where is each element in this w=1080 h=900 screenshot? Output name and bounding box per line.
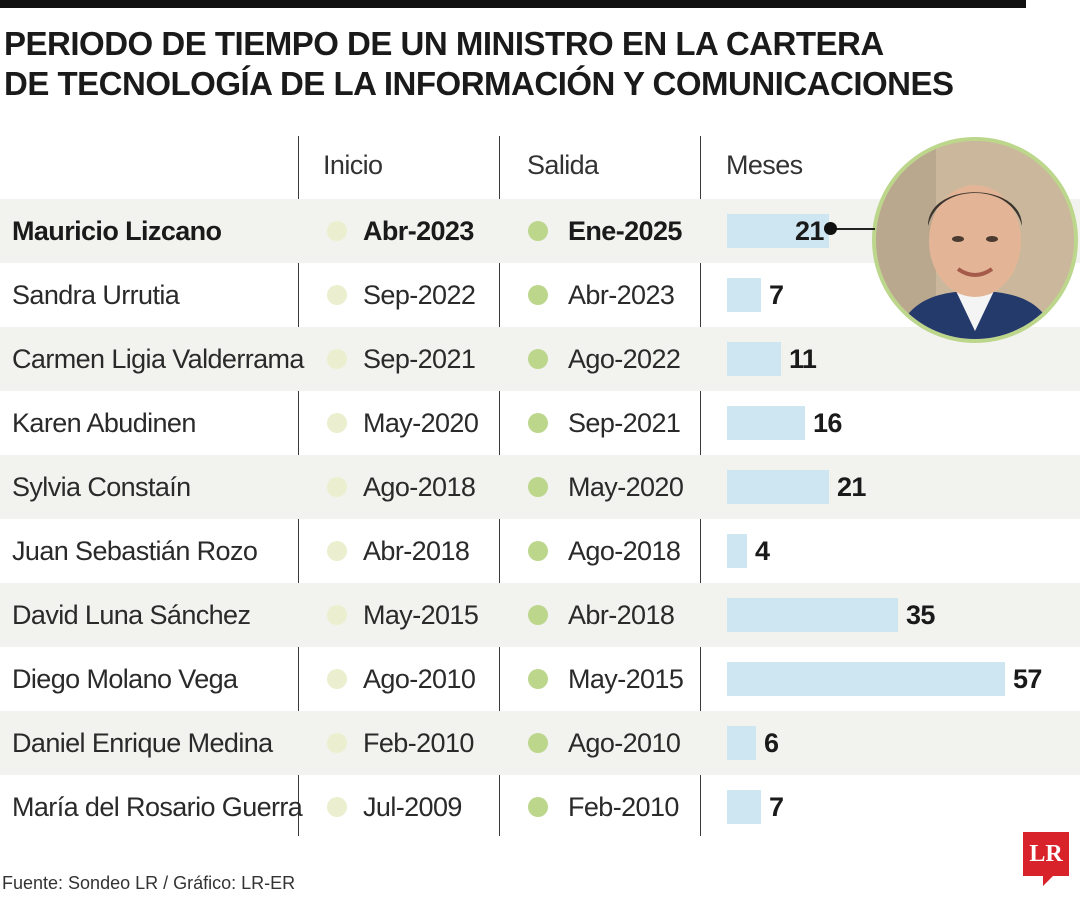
bar-value-label: 35 [906,600,935,630]
table-row: Karen Abudinen May-2020 Sep-2021 16 [0,391,1080,455]
bar-value-label: 7 [769,792,784,822]
end-date: Abr-2018 [568,600,675,630]
start-dot [327,669,347,689]
bar-value-label: 57 [1013,664,1042,694]
start-date: May-2020 [363,408,479,438]
source-note: Fuente: Sondeo LR / Gráfico: LR-ER [2,873,296,893]
bar-value-label: 21 [837,472,866,502]
table-row: Sylvia Constaín Ago-2018 May-2020 21 [0,455,1080,519]
start-date: Abr-2018 [363,536,470,566]
table-row: Juan Sebastián Rozo Abr-2018 Ago-2018 4 [0,519,1080,583]
table-row: Diego Molano Vega Ago-2010 May-2015 57 [0,647,1080,711]
bar [727,598,898,632]
bar [727,470,829,504]
bar-value-label: 7 [769,280,784,310]
start-dot [327,477,347,497]
title-line-1: PERIODO DE TIEMPO DE UN MINISTRO EN LA C… [4,25,884,62]
end-date: Feb-2010 [568,792,679,822]
end-date: May-2020 [568,472,684,502]
table-row: Daniel Enrique Medina Feb-2010 Ago-2010 6 [0,711,1080,775]
end-date: Abr-2023 [568,280,675,310]
end-dot [528,733,548,753]
end-dot [528,605,548,625]
start-dot [327,349,347,369]
table-row: María del Rosario Guerra Jul-2009 Feb-2010… [0,775,1080,839]
minister-name: David Luna Sánchez [12,600,251,630]
start-date: Feb-2010 [363,728,474,758]
photo-leader-dot [824,222,837,235]
end-dot [528,477,548,497]
start-date: Ago-2010 [363,664,476,694]
bar [727,406,805,440]
header-salida: Salida [527,150,599,180]
end-dot [528,221,548,241]
start-dot [327,413,347,433]
start-date: May-2015 [363,600,479,630]
start-dot [327,797,347,817]
start-date: Sep-2022 [363,280,476,310]
bar [727,726,756,760]
table-row: Sandra Urrutia Sep-2022 Abr-2023 7 [0,263,1080,327]
minister-name: Daniel Enrique Medina [12,728,273,758]
end-date: Ene-2025 [568,216,682,246]
end-dot [528,797,548,817]
end-date: May-2015 [568,664,684,694]
bar [727,278,761,312]
lr-logo: LR [1023,832,1069,876]
top-rule [0,0,1026,8]
bar-value-label: 4 [755,536,770,566]
start-date: Sep-2021 [363,344,476,374]
bar-value-label: 21 [795,216,824,246]
portrait-image [876,141,1074,339]
table-row: David Luna Sánchez May-2015 Abr-2018 35 [0,583,1080,647]
end-date: Ago-2022 [568,344,681,374]
minister-name: Carmen Ligia Valderrama [12,344,304,374]
bar-value-label: 6 [764,728,779,758]
minister-name: Diego Molano Vega [12,664,238,694]
bar [727,662,1005,696]
start-date: Ago-2018 [363,472,476,502]
end-date: Sep-2021 [568,408,681,438]
end-dot [528,349,548,369]
start-dot [327,221,347,241]
end-dot [528,413,548,433]
bar [727,534,747,568]
bar [727,214,829,248]
bar [727,790,761,824]
start-dot [327,605,347,625]
start-date: Jul-2009 [363,792,462,822]
minister-name: Sylvia Constaín [12,472,191,502]
bar-value-label: 16 [813,408,842,438]
lr-logo-tail [1043,876,1053,886]
chart-title: PERIODO DE TIEMPO DE UN MINISTRO EN LA C… [4,24,1074,104]
title-line-2: DE TECNOLOGÍA DE LA INFORMACIÓN Y COMUNI… [4,65,954,102]
minister-portrait [872,137,1078,343]
end-dot [528,669,548,689]
header-meses: Meses [726,150,803,180]
minister-name: Mauricio Lizcano [12,216,222,246]
bar [727,342,781,376]
end-dot [528,285,548,305]
start-date: Abr-2023 [363,216,474,246]
minister-name: María del Rosario Guerra [12,792,303,822]
minister-name: Karen Abudinen [12,408,196,438]
start-dot [327,541,347,561]
minister-name: Sandra Urrutia [12,280,180,310]
start-dot [327,285,347,305]
table-row: Carmen Ligia Valderrama Sep-2021 Ago-2022 1… [0,327,1080,391]
minister-name: Juan Sebastián Rozo [12,536,258,566]
end-dot [528,541,548,561]
photo-leader-line [829,228,875,230]
end-date: Ago-2010 [568,728,681,758]
bar-value-label: 11 [789,344,817,374]
start-dot [327,733,347,753]
end-date: Ago-2018 [568,536,681,566]
header-inicio: Inicio [323,150,383,180]
